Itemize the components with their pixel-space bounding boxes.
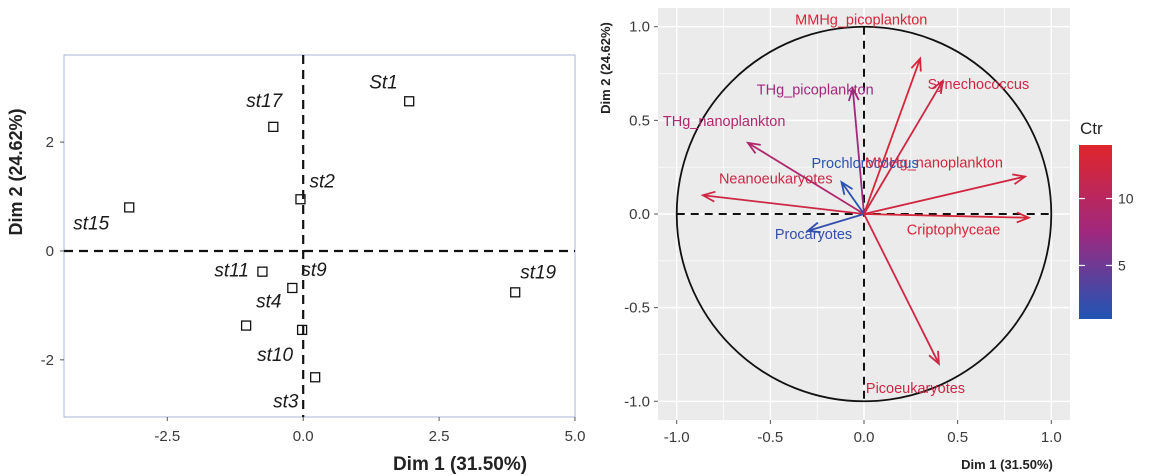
x-axis-title: Dim 1 (31.50%) [961, 457, 1053, 472]
variable-arrow [863, 213, 940, 365]
point-marker [296, 324, 308, 336]
x-tick-label: 0.0 [293, 428, 314, 445]
point-marker [268, 121, 279, 133]
point-label: St1 [369, 72, 398, 93]
y-tick-label: -2 [41, 352, 54, 369]
point-marker [510, 287, 521, 298]
variable-arrowhead [928, 350, 940, 366]
y-tick-labels: -1.0 -0.5 0.0 0.5 1.0 [624, 19, 658, 410]
point-label: st3 [273, 391, 299, 412]
variable-arrow [863, 213, 1029, 219]
point-label: st10 [257, 345, 293, 366]
variable-label: Picoeukaryotes [866, 381, 965, 397]
x-tick-label: -1.0 [664, 429, 690, 446]
point-label: st2 [309, 171, 335, 192]
variable-arrow [863, 80, 944, 215]
variable-arrow [747, 142, 865, 215]
legend-ticks: 5 10 [1079, 191, 1134, 273]
variable-arrowhead [1016, 211, 1032, 224]
variable-arrow [851, 88, 865, 215]
variable-arrowhead [931, 79, 944, 95]
variable-arrowhead [847, 86, 860, 102]
variable-arrow [840, 181, 865, 215]
point-marker [287, 282, 298, 294]
variable-label: MMHg_picoplankton [795, 13, 927, 29]
x-axis-title: Dim 1 (31.50%) [393, 454, 527, 475]
variable-arrow [702, 194, 865, 215]
plot-body: st17 St1 st2 st15 st11 st9 st19 st4 st10 st3 [64, 55, 575, 417]
legend-tick-label: 10 [1118, 191, 1134, 207]
point-marker [310, 372, 321, 383]
y-tick-label: -0.5 [624, 300, 650, 317]
variable-label: Neanoeukaryotes [719, 171, 833, 187]
variable-label: THg_nanoplankton [663, 114, 786, 130]
variables-plot: MMHg_picoplankton Synechococcus THg_picopl… [598, 8, 1134, 472]
y-tick-label: 2 [46, 134, 54, 151]
individuals-plot: st17 St1 st2 st15 st11 st9 st19 st4 st10 st3 -2.5… [6, 54, 585, 475]
variable-label: Procaryotes [775, 227, 852, 243]
x-tick-label: 2.5 [429, 428, 450, 445]
legend-tick-label: 5 [1118, 257, 1126, 273]
point-marker [257, 266, 268, 277]
variable-arrow [863, 58, 922, 215]
x-tick-label: 5.0 [565, 428, 586, 445]
variable-label: THg_picoplankton [757, 83, 874, 99]
point-label: st15 [73, 213, 109, 234]
y-tick-label: 0.0 [629, 206, 650, 223]
point-label: st17 [246, 91, 283, 112]
variable-arrowhead [745, 141, 761, 154]
y-tick-labels: -2 0 2 [41, 134, 64, 369]
color-bar [1079, 145, 1112, 319]
x-tick-labels: -2.5 0.0 2.5 5.0 [154, 417, 585, 445]
variable-arrow [807, 213, 865, 232]
x-tick-label: -2.5 [154, 428, 180, 445]
point-label: st4 [256, 292, 281, 313]
variable-label: Synechococcus [928, 77, 1030, 93]
point-marker [295, 194, 306, 205]
variable-label: Criptophyceae [907, 223, 1001, 239]
y-tick-label: 0.5 [629, 112, 650, 129]
ctr-legend: Ctr 5 10 [1079, 119, 1134, 319]
y-tick-label: 0 [46, 243, 54, 260]
x-tick-label: 0.5 [947, 429, 968, 446]
variable-arrowhead [910, 56, 922, 72]
point-marker [240, 320, 252, 331]
x-tick-label: -0.5 [757, 429, 783, 446]
y-tick-label: 1.0 [629, 19, 650, 36]
y-axis-title: Dim 2 (24.62%) [598, 22, 613, 114]
x-tick-labels: -1.0 -0.5 0.0 0.5 1.0 [664, 420, 1062, 446]
y-axis-title: Dim 2 (24.62%) [6, 108, 26, 235]
point-label: st11 [214, 261, 249, 282]
variable-arrowhead [700, 190, 716, 203]
variable-label: Prochlorococcus [812, 156, 919, 172]
point-marker [124, 202, 135, 213]
variable-label: MMHg_nanoplankton [865, 156, 1003, 172]
x-tick-label: 0.0 [854, 429, 875, 446]
x-tick-label: 1.0 [1041, 429, 1062, 446]
legend-title: Ctr [1080, 119, 1103, 138]
variable-arrow [863, 175, 1026, 215]
point-label: st19 [520, 262, 556, 283]
point-marker [404, 96, 415, 107]
plot-frame [63, 54, 576, 418]
variable-arrowhead [840, 180, 854, 196]
plot-body: MMHg_picoplankton Synechococcus THg_picopl… [658, 8, 1070, 420]
point-label: st9 [301, 260, 327, 281]
y-tick-label: -1.0 [624, 393, 650, 410]
variable-arrowhead [805, 221, 821, 234]
variable-arrowhead [1012, 173, 1028, 185]
